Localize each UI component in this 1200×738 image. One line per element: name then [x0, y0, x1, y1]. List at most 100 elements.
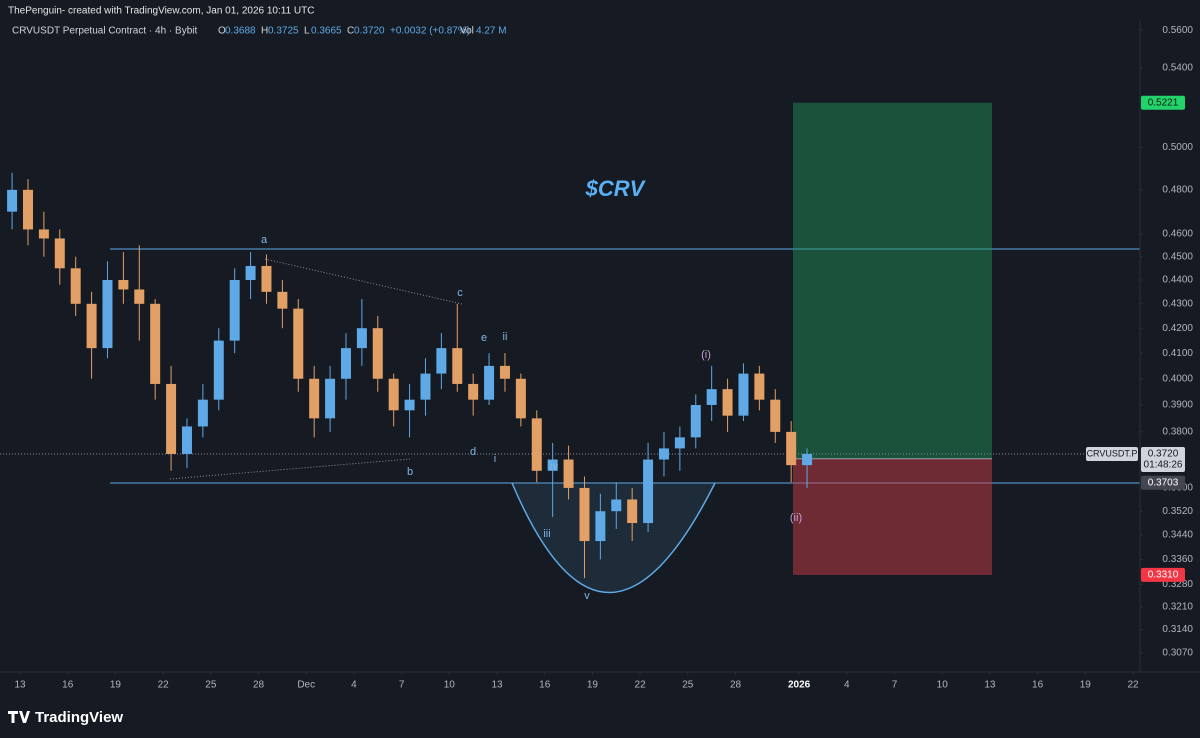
candle [770, 389, 781, 443]
x-tick-label: 4 [844, 680, 850, 691]
x-tick-label: 10 [444, 680, 456, 691]
countdown: 01:48:26 [1144, 460, 1183, 471]
x-tick-label: 16 [539, 680, 551, 691]
candle [197, 383, 208, 438]
candle-body [436, 348, 447, 374]
x-tick-label: 19 [110, 680, 122, 691]
x-tick-label: 28 [730, 680, 742, 691]
wave-label: iv [550, 461, 558, 473]
legend-text: Vol [460, 26, 474, 37]
symbol-tag: CRVUSDT.P [1087, 448, 1138, 458]
wave-label: c [457, 287, 463, 299]
candle [706, 365, 717, 422]
candle-body [658, 448, 669, 460]
chart-title: $CRV [585, 176, 647, 201]
legend-text: 4.27 M [476, 26, 507, 37]
cup-arc [511, 482, 716, 594]
x-tick-label: 19 [1080, 680, 1092, 691]
legend-text: O [218, 26, 226, 37]
y-tick-label: 0.3900 [1162, 400, 1193, 411]
y-tick-label: 0.4800 [1162, 184, 1193, 195]
legend-text: L [304, 26, 310, 37]
x-tick-label: 2026 [788, 680, 811, 691]
candle [325, 365, 336, 432]
candle-body [181, 426, 192, 454]
candle-body [563, 459, 574, 488]
candle [674, 426, 685, 471]
x-tick-label: 7 [892, 680, 898, 691]
y-tick-label: 0.5000 [1162, 142, 1193, 153]
candle-body [229, 279, 240, 341]
candle [38, 211, 49, 257]
logo-icon [8, 711, 30, 723]
candle-body [515, 378, 526, 419]
candle-body [643, 459, 654, 524]
wave-label: e [481, 332, 487, 344]
candle-body [738, 373, 749, 416]
candle-body [627, 499, 638, 524]
candle [499, 353, 510, 392]
candle-body [420, 373, 431, 400]
x-tick-label: 4 [351, 680, 357, 691]
candle-body [484, 365, 495, 400]
candle [515, 373, 526, 427]
candle-body [372, 328, 383, 379]
candle-body [309, 378, 320, 419]
triangle-lower [169, 458, 411, 480]
wave-label: i [494, 453, 496, 465]
candle [293, 299, 304, 392]
candle-body [150, 303, 161, 384]
candle [468, 373, 479, 416]
candle [22, 179, 33, 246]
y-tick-label: 0.3140 [1162, 624, 1193, 635]
x-tick-label: 13 [491, 680, 503, 691]
loss-zone [793, 458, 992, 575]
y-tick-label: 0.3440 [1162, 530, 1193, 541]
legend-text: 0.3665 [311, 26, 342, 37]
candle [181, 418, 192, 468]
wave-label: (i) [701, 349, 711, 361]
candle [54, 229, 65, 285]
candle-body [770, 399, 781, 432]
y-tick-label: 0.4600 [1162, 229, 1193, 240]
candle-body [468, 383, 479, 400]
candle [611, 482, 622, 530]
candle-body [245, 265, 256, 280]
target-label: 0.5221 [1148, 97, 1179, 108]
y-tick-label: 0.4300 [1162, 298, 1193, 309]
candle [786, 421, 797, 483]
wave-label: a [261, 234, 268, 246]
candle-body [754, 373, 765, 400]
candle-body [7, 189, 18, 212]
y-tick-label: 0.5600 [1162, 25, 1193, 36]
candle-body [213, 340, 224, 400]
ohlc-legend: O 0.3688 H 0.3725 L 0.3665 C 0.3720 +0.0032 (+0.… [218, 26, 507, 37]
candle-body [579, 487, 590, 542]
legend-text: H [261, 26, 268, 37]
legend-text: C [347, 26, 354, 37]
x-tick-label: 25 [205, 680, 217, 691]
candle-body [802, 453, 813, 466]
candle-body [706, 389, 717, 405]
candle-body [452, 348, 463, 384]
candle-body [293, 308, 304, 379]
x-tick-label: 13 [14, 680, 26, 691]
stop-label: 0.3310 [1148, 570, 1179, 581]
x-tick-label: 22 [1127, 680, 1139, 691]
candle-body [22, 189, 33, 230]
candle [340, 333, 351, 400]
candle-body [388, 378, 399, 411]
drawings [110, 248, 1140, 594]
symbol-box [1086, 446, 1138, 461]
y-tick-label: 0.3520 [1162, 506, 1193, 517]
candle-body [86, 303, 97, 349]
stop-box [1141, 567, 1185, 582]
candle-body [102, 279, 113, 349]
candle-body [38, 229, 49, 239]
candle [372, 315, 383, 392]
candle [118, 252, 129, 304]
candle-body [261, 265, 272, 292]
x-tick-label: 19 [587, 680, 599, 691]
candle [627, 487, 638, 542]
